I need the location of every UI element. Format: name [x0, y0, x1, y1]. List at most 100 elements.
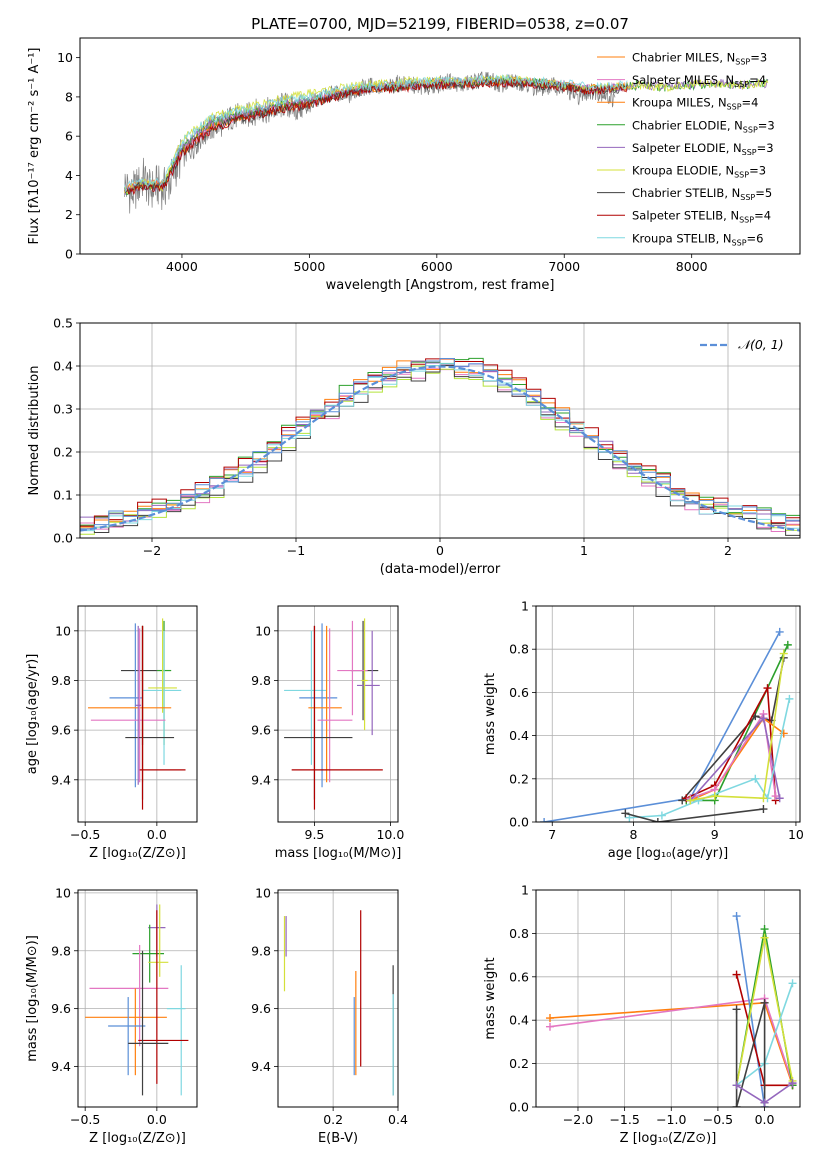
- mass-vs-ebv-frame: [277, 889, 399, 1108]
- model-line-8: [124, 73, 628, 193]
- x-tick-label: 9: [711, 827, 719, 842]
- weight-line-8: [690, 653, 785, 802]
- panel-age-vs-Z: −0.5 0.0 9.4 9.6 9.8 10 Z [log₁₀(Z/Z⊙)] age [lo…: [25, 605, 198, 861]
- y-tick-label: 9.6: [251, 723, 271, 738]
- errorbar-point: [138, 910, 189, 1084]
- weight-marker: [732, 970, 741, 979]
- y-tick-label: 10: [55, 885, 71, 900]
- model-line-7: [124, 78, 628, 195]
- errorbar-point: [90, 628, 166, 783]
- x-tick-label: 0.0: [147, 827, 167, 842]
- weight-marker: [771, 792, 780, 801]
- weight-vs-age-frame: [535, 605, 801, 823]
- y-tick-label: 9.4: [51, 772, 71, 787]
- weight-marker: [653, 818, 662, 822]
- legend-label: Kroupa ELODIE, NSSP=3: [632, 164, 766, 180]
- weight-marker: [759, 714, 768, 723]
- x-tick-label: 0.2: [323, 1112, 343, 1127]
- errorbar-point: [132, 924, 165, 983]
- weight-marker: [540, 818, 549, 822]
- y-tick-label: 10: [57, 50, 73, 65]
- errorbar-point: [148, 904, 169, 977]
- y-tick-label: 0.8: [509, 642, 529, 657]
- mass-vs-Z-ticks: −0.5 0.0 9.4 9.6 9.8 10: [51, 885, 167, 1127]
- model-line-2: [124, 76, 628, 194]
- age-vs-Z-marks: [88, 618, 186, 810]
- x-tick-label: 0: [436, 543, 444, 558]
- y-tick-label: 0.0: [509, 815, 529, 830]
- panel-age-vs-mass: 9.5 10.0 9.4 9.6 9.8 10 mass [log₁₀(M/M⊙)]: [251, 605, 404, 861]
- weight-marker: [751, 774, 760, 783]
- weight-marker: [760, 933, 769, 942]
- y-tick-label: 0.3: [53, 402, 73, 417]
- errorbar-point: [337, 620, 368, 716]
- x-tick-label: 7000: [548, 259, 580, 274]
- mass-vs-ebv-grid: [278, 890, 399, 1107]
- weight-marker: [694, 796, 703, 805]
- x-tick-label: 0.0: [755, 1112, 775, 1127]
- x-axis-label: Z [log₁₀(Z/Z⊙)]: [620, 1131, 717, 1146]
- x-tick-label: 2: [724, 543, 732, 558]
- y-tick-label: 9.6: [51, 1001, 71, 1016]
- x-tick-label: 5000: [293, 259, 325, 274]
- y-axis-label: age [log₁₀(age/yr)]: [25, 654, 40, 775]
- weight-marker: [775, 794, 784, 803]
- x-axis-label: age [log₁₀(age/yr)]: [608, 846, 729, 861]
- model-line-6: [124, 77, 628, 195]
- weight-marker: [545, 1014, 554, 1023]
- errorbar-point: [135, 625, 142, 785]
- y-tick-label: 9.4: [51, 1059, 71, 1074]
- y-tick-label: 9.8: [51, 943, 71, 958]
- x-tick-label: −0.5: [703, 1112, 733, 1127]
- x-tick-label: 10.0: [376, 827, 404, 842]
- weight-line-7: [629, 698, 791, 819]
- spectrum-legend: Chabrier MILES, NSSP=3 Salpeter MILES, NS…: [597, 51, 775, 247]
- y-tick-label: 10: [255, 885, 271, 900]
- model-line-4: [124, 76, 769, 195]
- errorbar-point: [148, 618, 177, 713]
- age-vs-mass-ticks: 9.5 10.0 9.4 9.6 9.8 10: [251, 623, 404, 842]
- y-tick-label: 2: [65, 207, 73, 222]
- x-tick-label: 0.0: [147, 1112, 167, 1127]
- y-tick-label: 9.6: [251, 1001, 271, 1016]
- panel-mass-vs-ebv: 0.2 0.4 9.4 9.6 9.8 10 E(B-V): [251, 885, 408, 1146]
- legend-label: Salpeter STELIB, NSSP=4: [632, 209, 771, 225]
- errorbar-point: [317, 628, 353, 783]
- errorbar-point: [142, 630, 182, 765]
- x-axis-label: Z [log₁₀(Z/Z⊙)]: [89, 846, 186, 861]
- weight-marker: [686, 796, 695, 805]
- mass-vs-Z-frame: [77, 889, 198, 1108]
- figure-title: PLATE=0700, MJD=52199, FIBERID=0538, z=0…: [251, 15, 629, 33]
- errorbar-point: [356, 630, 380, 736]
- mass-vs-ebv-ticks: 0.2 0.4 9.4 9.6 9.8 10: [251, 885, 408, 1127]
- x-tick-label: −0.5: [70, 1112, 100, 1127]
- weight-vs-Z-ticks: −2.0 −1.5 −1.0 −0.5 0.0 0.0 0.2 0.4 0.6 0.8 1: [509, 883, 774, 1128]
- y-tick-label: 0.4: [509, 1013, 529, 1028]
- y-tick-label: 0.1: [53, 488, 73, 503]
- x-axis-label: E(B-V): [318, 1131, 358, 1146]
- legend-label: Kroupa STELIB, NSSP=6: [632, 231, 763, 247]
- panel-spectrum: 4000 5000 6000 7000 8000 0 2 4 6 8 10 wavelength [A…: [27, 37, 801, 293]
- y-tick-label: 0.2: [53, 445, 73, 460]
- weight-vs-Z-marks: [545, 912, 797, 1107]
- x-tick-label: −2: [143, 543, 161, 558]
- y-axis-label: mass [log₁₀(M/M⊙)]: [25, 935, 40, 1062]
- gaussian-legend-label: 𝒩(0, 1): [738, 337, 784, 352]
- errorbar-point: [85, 988, 167, 1076]
- legend-label: Chabrier STELIB, NSSP=5: [632, 186, 772, 202]
- x-tick-label: 7: [548, 827, 556, 842]
- residuals-frame: [79, 322, 801, 539]
- weight-marker: [732, 1005, 741, 1014]
- weight-marker: [783, 640, 792, 649]
- y-tick-label: 10: [255, 623, 271, 638]
- weight-marker: [621, 809, 630, 818]
- errorbar-point: [125, 625, 175, 800]
- errorbar-point: [128, 950, 169, 1096]
- errorbar-point: [284, 625, 353, 800]
- y-tick-label: 9.8: [51, 673, 71, 688]
- weight-marker: [760, 998, 769, 1007]
- y-tick-label: 1: [521, 599, 529, 614]
- weight-marker: [657, 811, 666, 820]
- weight-marker: [732, 1081, 741, 1090]
